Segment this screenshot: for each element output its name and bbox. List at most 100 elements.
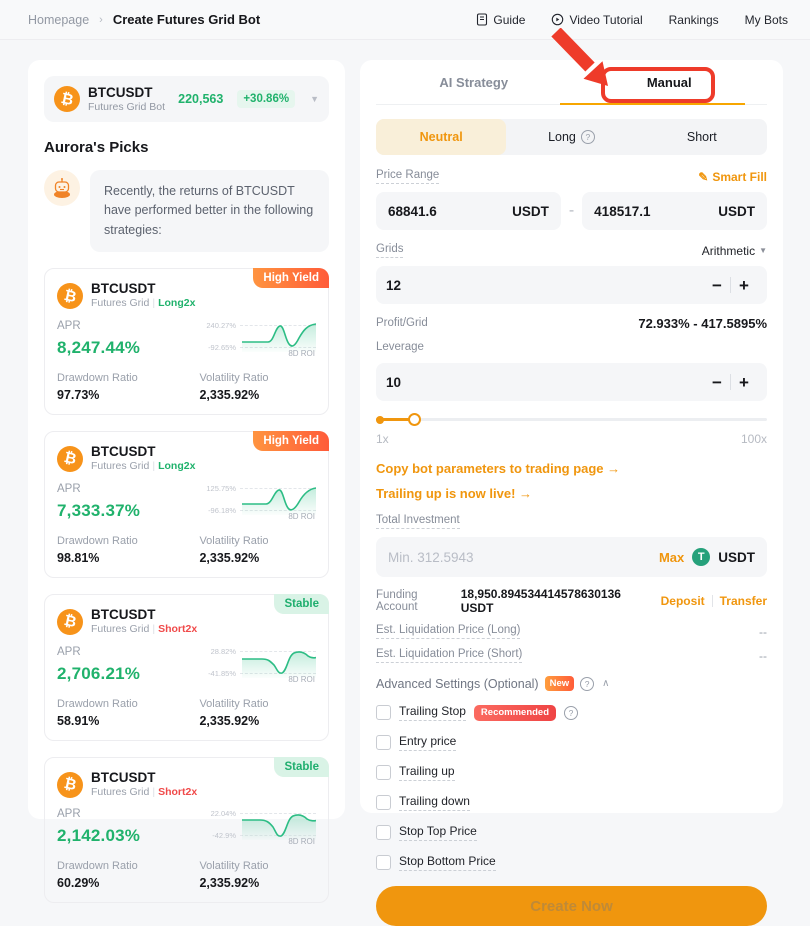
pencil-icon: ✎ [698,169,709,184]
leverage-plus-button[interactable]: + [739,372,749,392]
leverage-value: 10 [386,374,402,390]
slider-handle[interactable] [408,413,422,426]
leverage-slider[interactable] [376,413,767,426]
drawdown-value: 60.29% [57,876,100,891]
advanced-settings-header[interactable]: Advanced Settings (Optional) New ? ∧ [376,676,767,691]
chevron-up-icon[interactable]: ∧ [602,678,610,689]
strategy-card[interactable]: Stable ₿ BTCUSDT Futures Grid | Short2x AP… [44,593,329,741]
pair-price: 220,563 [178,92,224,106]
leverage-label: Leverage [376,341,424,353]
spark-low-label: -92.65% [208,342,236,352]
trailing-stop-label: Trailing Stop [399,704,466,721]
leverage-minus-button[interactable]: − [712,372,722,392]
nav-my-bots[interactable]: My Bots [745,13,788,27]
picks-title: Aurora's Picks [44,139,149,156]
strategy-tabs: AI Strategy Manual [376,60,767,105]
card-symbol: BTCUSDT [91,606,156,622]
strategy-card[interactable]: High Yield ₿ BTCUSDT Futures Grid | Long2x… [44,268,329,415]
roi-sparkline: 240.27% -92.65% 8D ROI [198,320,316,362]
spark-low-label: -41.85% [208,668,236,678]
mode-neutral[interactable]: Neutral [376,119,507,155]
volatility-label: Volatility Ratio [199,534,269,547]
mode-long[interactable]: Long? [506,119,636,155]
roi-label: 8D ROI [288,348,315,358]
apr-label: APR [57,645,81,658]
nav-video-label: Video Tutorial [569,12,643,27]
divider [711,595,713,607]
chevron-down-icon[interactable]: ▼ [310,94,319,104]
breadcrumb-chevron-icon: › [99,13,103,26]
yield-badge: Stable [274,756,329,777]
grid-mode-dropdown[interactable]: Arithmetic ▼ [702,244,767,258]
price-range-inputs: 68841.6 USDT - 418517.1 USDT [376,192,768,230]
slider-track[interactable] [376,418,767,421]
card-type: Futures Grid | Short2x [91,785,198,798]
trailing-stop-checkbox[interactable] [376,705,391,720]
apr-block: APR 2,142.03% [57,808,140,850]
drawdown-label: Drawdown Ratio [57,371,138,384]
roi-sparkline: 125.75% -96.18% 8D ROI [198,483,316,525]
help-icon[interactable]: ? [580,130,595,144]
btc-icon: ₿ [57,283,83,310]
trailing-down-label: Trailing down [399,794,470,811]
smart-fill-button[interactable]: ✎ Smart Fill [698,170,767,184]
trailing-up-link[interactable]: Trailing up is now live! → [376,486,533,501]
price-low-unit: USDT [512,203,549,219]
card-symbol: BTCUSDT [91,443,156,459]
help-icon[interactable]: ? [564,705,579,720]
price-low-input[interactable]: 68841.6 USDT [376,192,561,230]
tab-manual[interactable]: Manual [646,74,692,90]
deposit-link[interactable]: Deposit [660,594,705,608]
strategy-card[interactable]: High Yield ₿ BTCUSDT Futures Grid | Long2x… [44,430,329,578]
assistant-row: Recently, the returns of BTCUSDT have pe… [44,170,329,253]
direction-label: Short2x [158,785,198,798]
liq-price-short-value: -- [759,648,767,663]
spark-low-label: -42.9% [212,831,236,841]
breadcrumb-homepage[interactable]: Homepage [28,12,90,27]
grids-plus-button[interactable]: + [739,275,749,295]
price-high-input[interactable]: 418517.1 USDT [582,192,768,230]
copy-parameters-link[interactable]: Copy bot parameters to trading page → [376,461,621,476]
trailing-up-checkbox[interactable] [376,765,391,780]
liq-price-short-label: Est. Liquidation Price (Short) [376,648,523,663]
price-high-value: 418517.1 [594,203,651,219]
nav-guide[interactable]: Guide [476,13,525,27]
entry-price-checkbox[interactable] [376,735,391,750]
stop-top-price-checkbox[interactable] [376,825,391,840]
nav-rankings[interactable]: Rankings [669,13,719,27]
grids-minus-button[interactable]: − [712,275,722,295]
trailing-down-checkbox[interactable] [376,795,391,810]
strategy-card[interactable]: Stable ₿ BTCUSDT Futures Grid | Short2x AP… [44,756,329,904]
card-symbol: BTCUSDT [91,769,156,785]
checkbox-row-stop-bottom-price: Stop Bottom Price [376,854,767,871]
total-investment-label: Total Investment [376,514,460,529]
slider-start-dot [376,415,384,424]
entry-price-label: Entry price [399,734,457,751]
help-icon[interactable]: ? [580,676,595,691]
top-nav: Guide Video Tutorial Rankings My Bots [476,13,788,27]
volatility-value: 2,335.92% [199,387,260,402]
advanced-settings-label: Advanced Settings (Optional) [376,676,539,691]
robot-avatar-icon [44,170,80,206]
funding-account-label: Funding Account [376,589,418,613]
tab-ai-strategy[interactable]: AI Strategy [439,74,509,90]
nav-video-tutorial[interactable]: Video Tutorial [551,12,643,27]
max-button[interactable]: Max [658,549,685,565]
investment-input[interactable]: Min. 312.5943 Max T USDT [376,537,767,577]
stop-bottom-price-label: Stop Bottom Price [399,854,496,871]
card-type: Futures Grid | Long2x [91,460,196,473]
pair-selector[interactable]: ₿ BTCUSDT Futures Grid Bot 220,563 +30.8… [44,76,329,122]
active-tab-underline [559,103,746,105]
roi-sparkline: 28.82% -41.85% 8D ROI [198,646,316,688]
sparkline-chart [242,323,316,352]
mode-short[interactable]: Short [637,119,767,155]
create-now-button[interactable]: Create Now [376,886,767,926]
btc-icon: ₿ [57,445,83,472]
leverage-input[interactable]: 10 − + [376,363,767,401]
btc-icon: ₿ [57,608,83,635]
grids-value: 12 [386,277,402,293]
top-bar: Homepage › Create Futures Grid Bot Guide… [0,0,810,40]
stop-bottom-price-checkbox[interactable] [376,855,391,870]
grids-input[interactable]: 12 − + [376,266,767,304]
transfer-link[interactable]: Transfer [719,594,767,608]
